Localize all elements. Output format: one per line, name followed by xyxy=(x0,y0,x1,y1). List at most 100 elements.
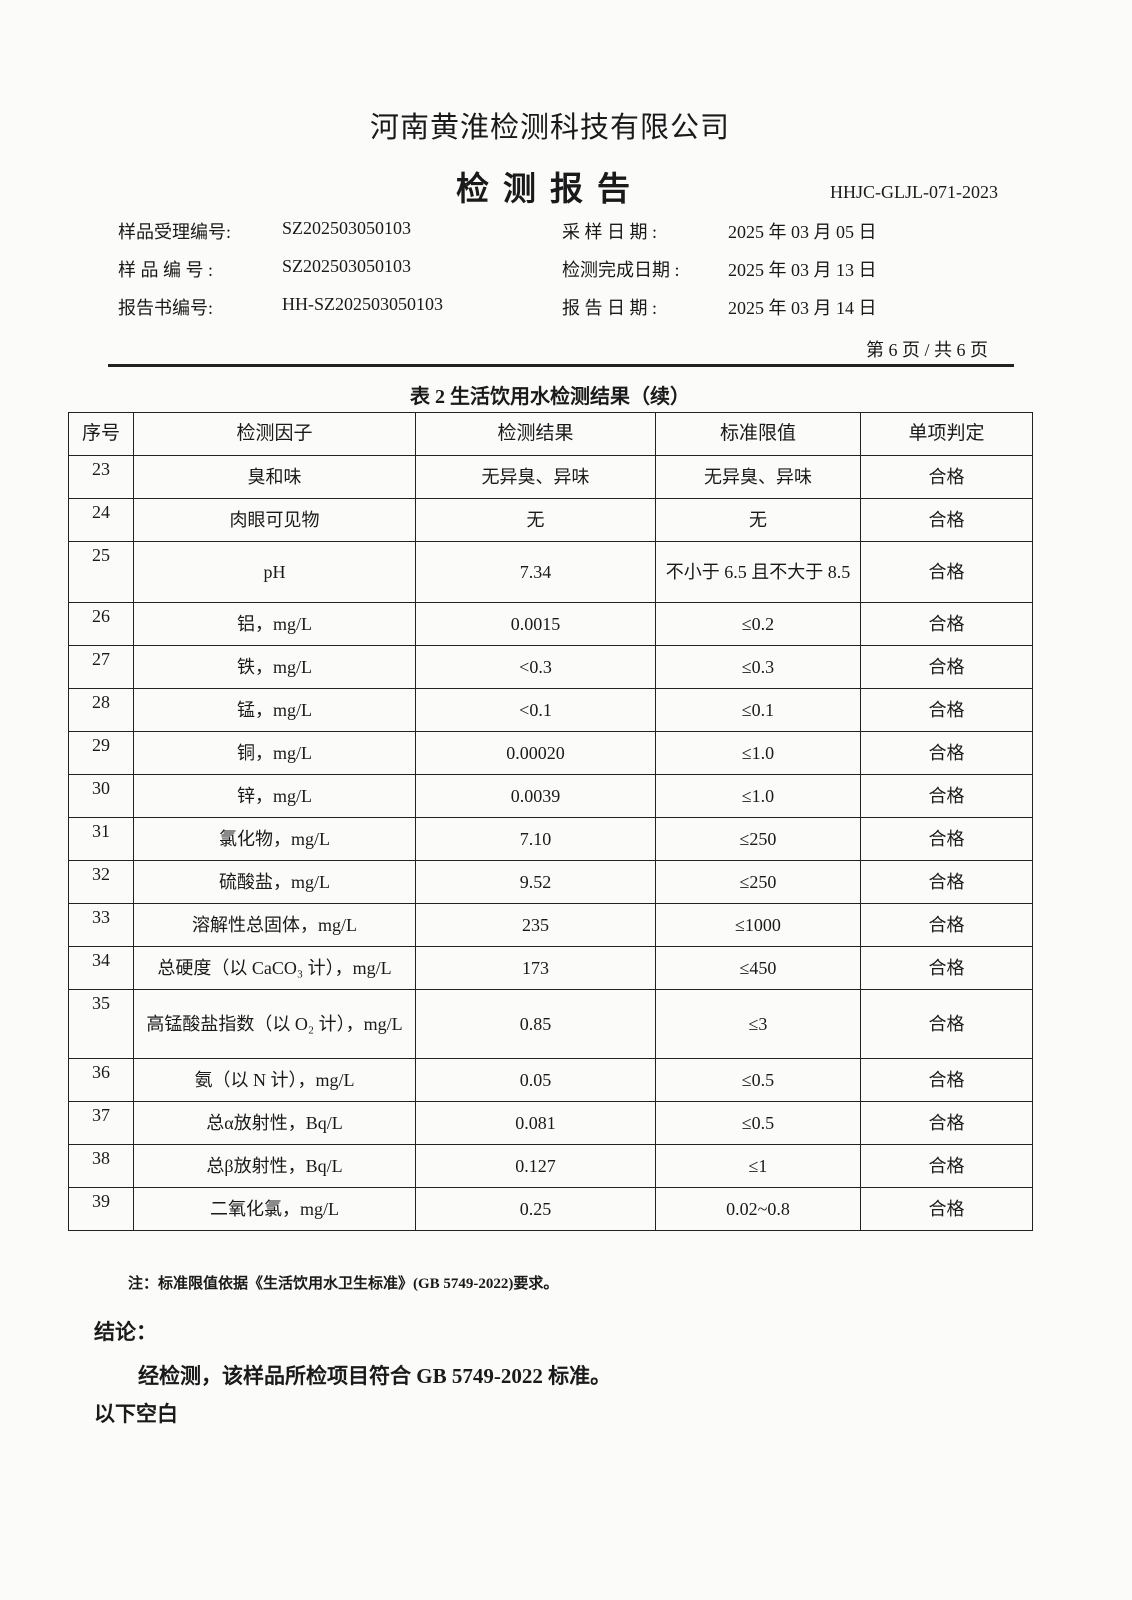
table-caption: 表 2 生活饮用水检测结果（续） xyxy=(410,386,690,408)
row-number: 30 xyxy=(68,774,134,818)
test-result: 0.00020 xyxy=(415,731,656,775)
test-result: 无异臭、异味 xyxy=(415,455,656,499)
table-row: 28 锰，mg/L <0.1 ≤0.1 合格 xyxy=(68,688,1033,732)
document-code: HHJC-GLJL-071-2023 xyxy=(830,182,998,202)
row-number: 26 xyxy=(68,602,134,646)
test-item: 氨（以 N 计），mg/L xyxy=(133,1058,416,1102)
table-row: 32 硫酸盐，mg/L 9.52 ≤250 合格 xyxy=(68,860,1033,904)
meta-label: 检测完成日期 : xyxy=(562,260,680,280)
row-number: 32 xyxy=(68,860,134,904)
judgement: 合格 xyxy=(860,817,1033,861)
test-result: 0.127 xyxy=(415,1144,656,1188)
judgement: 合格 xyxy=(860,946,1033,990)
table-row: 23 臭和味 无异臭、异味 无异臭、异味 合格 xyxy=(68,455,1033,499)
table-row: 27 铁，mg/L <0.3 ≤0.3 合格 xyxy=(68,645,1033,689)
test-item: pH xyxy=(133,541,416,603)
judgement: 合格 xyxy=(860,498,1033,542)
column-header: 标准限值 xyxy=(655,412,861,456)
judgement: 合格 xyxy=(860,541,1033,603)
meta-value: 2025 年 03 月 05 日 xyxy=(728,222,877,242)
judgement: 合格 xyxy=(860,731,1033,775)
row-number: 27 xyxy=(68,645,134,689)
test-item: 铝，mg/L xyxy=(133,602,416,646)
judgement: 合格 xyxy=(860,774,1033,818)
judgement: 合格 xyxy=(860,1187,1033,1231)
standard-limit: ≤0.1 xyxy=(655,688,861,732)
test-item: 高锰酸盐指数（以 O₂ 计），mg/L xyxy=(133,989,416,1059)
test-result: 0.081 xyxy=(415,1101,656,1145)
judgement: 合格 xyxy=(860,860,1033,904)
meta-value: SZ202503050103 xyxy=(282,218,412,238)
column-header: 检测结果 xyxy=(415,412,656,456)
test-result: 173 xyxy=(415,946,656,990)
row-number: 38 xyxy=(68,1144,134,1188)
standard-limit: ≤0.2 xyxy=(655,602,861,646)
company-name: 河南黄淮检测科技有限公司 xyxy=(369,112,730,144)
header-divider xyxy=(108,364,1014,367)
row-number: 35 xyxy=(68,989,134,1059)
page-number: 第 6 页 / 共 6 页 xyxy=(866,340,989,360)
test-item: 臭和味 xyxy=(133,455,416,499)
column-header: 检测因子 xyxy=(133,412,416,456)
test-result: 7.34 xyxy=(415,541,656,603)
test-item: 锌，mg/L xyxy=(133,774,416,818)
blank-below-note: 以下空白 xyxy=(94,1402,178,1426)
meta-label: 报 告 日 期 : xyxy=(562,298,658,318)
standard-limit: ≤250 xyxy=(655,817,861,861)
table-row: 31 氯化物，mg/L 7.10 ≤250 合格 xyxy=(68,817,1033,861)
test-result: 7.10 xyxy=(415,817,656,861)
row-number: 36 xyxy=(68,1058,134,1102)
column-header: 单项判定 xyxy=(860,412,1033,456)
standard-limit: ≤250 xyxy=(655,860,861,904)
row-number: 33 xyxy=(68,903,134,947)
standard-limit: ≤3 xyxy=(655,989,861,1059)
test-item: 肉眼可见物 xyxy=(133,498,416,542)
table-row: 38 总β放射性，Bq/L 0.127 ≤1 合格 xyxy=(68,1144,1033,1188)
row-number: 25 xyxy=(68,541,134,603)
meta-value: HH-SZ202503050103 xyxy=(282,294,443,314)
test-result: 0.0015 xyxy=(415,602,656,646)
judgement: 合格 xyxy=(860,903,1033,947)
table-row: 35 高锰酸盐指数（以 O₂ 计），mg/L 0.85 ≤3 合格 xyxy=(68,989,1033,1059)
conclusion-text: 经检测，该样品所检项目符合 GB 5749-2022 标准。 xyxy=(138,1364,612,1388)
standard-limit: ≤1 xyxy=(655,1144,861,1188)
table-row: 34 总硬度（以 CaCO₃ 计），mg/L 173 ≤450 合格 xyxy=(68,946,1033,990)
judgement: 合格 xyxy=(860,1058,1033,1102)
judgement: 合格 xyxy=(860,688,1033,732)
standard-limit: 无异臭、异味 xyxy=(655,455,861,499)
test-result: <0.3 xyxy=(415,645,656,689)
test-result: 0.0039 xyxy=(415,774,656,818)
standard-limit: 无 xyxy=(655,498,861,542)
table-row: 39 二氧化氯，mg/L 0.25 0.02~0.8 合格 xyxy=(68,1187,1033,1231)
standard-limit: ≤0.5 xyxy=(655,1101,861,1145)
test-item: 硫酸盐，mg/L xyxy=(133,860,416,904)
test-item: 总硬度（以 CaCO₃ 计），mg/L xyxy=(133,946,416,990)
column-header: 序号 xyxy=(68,412,134,456)
standard-limit: ≤0.3 xyxy=(655,645,861,689)
table-row: 26 铝，mg/L 0.0015 ≤0.2 合格 xyxy=(68,602,1033,646)
standard-limit: ≤1000 xyxy=(655,903,861,947)
results-table: 序号 检测因子 检测结果 标准限值 单项判定 23 臭和味 无异臭、异味 无异臭、异味 合格 24… xyxy=(68,412,1033,1231)
row-number: 28 xyxy=(68,688,134,732)
judgement: 合格 xyxy=(860,602,1033,646)
conclusion-label: 结论： xyxy=(94,1320,157,1344)
meta-label: 样 品 编 号 : xyxy=(118,260,214,280)
test-item: 氯化物，mg/L xyxy=(133,817,416,861)
meta-label: 报告书编号: xyxy=(118,298,214,318)
row-number: 34 xyxy=(68,946,134,990)
row-number: 37 xyxy=(68,1101,134,1145)
test-item: 锰，mg/L xyxy=(133,688,416,732)
row-number: 31 xyxy=(68,817,134,861)
test-item: 铁，mg/L xyxy=(133,645,416,689)
meta-value: 2025 年 03 月 13 日 xyxy=(728,260,877,280)
test-result: <0.1 xyxy=(415,688,656,732)
test-item: 溶解性总固体，mg/L xyxy=(133,903,416,947)
test-item: 总β放射性，Bq/L xyxy=(133,1144,416,1188)
meta-label: 样品受理编号: xyxy=(118,222,232,242)
row-number: 24 xyxy=(68,498,134,542)
standard-limit: 0.02~0.8 xyxy=(655,1187,861,1231)
table-header-row: 序号 检测因子 检测结果 标准限值 单项判定 xyxy=(68,412,1033,456)
judgement: 合格 xyxy=(860,455,1033,499)
table-row: 24 肉眼可见物无无合格 xyxy=(68,498,1033,542)
table-row: 25 pH 7.34 不小于 6.5 且不大于 8.5 合格 xyxy=(68,541,1033,603)
